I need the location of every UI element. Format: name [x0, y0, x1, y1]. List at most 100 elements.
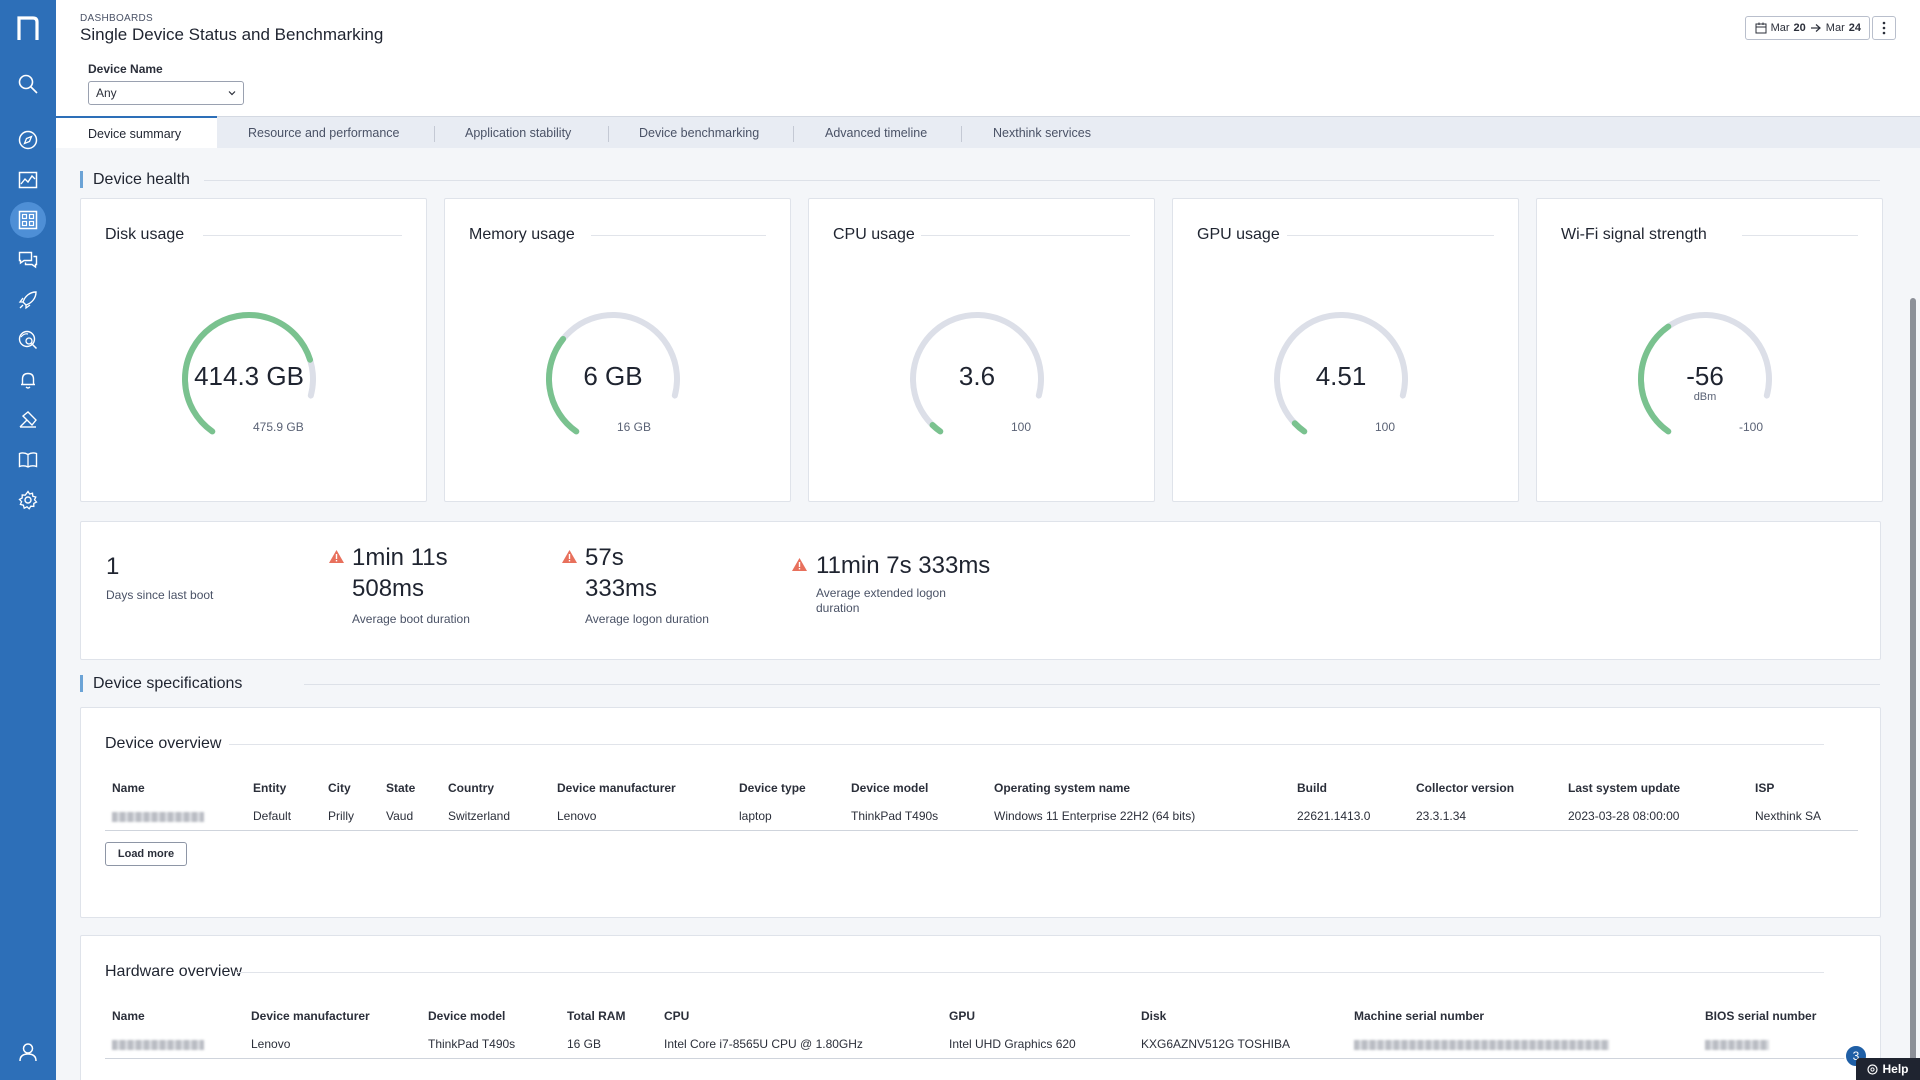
- gauge-card: GPU usage 4.51 100: [1172, 198, 1519, 502]
- gauge-value: 4.51: [1315, 361, 1367, 391]
- tab-separator: [961, 126, 962, 142]
- column-header[interactable]: BIOS serial number: [1705, 1009, 1817, 1023]
- divider: [229, 744, 1824, 745]
- device-overview-table: Name Entity City State Country Device manufac…: [105, 774, 1858, 831]
- column-header[interactable]: Last system update: [1568, 781, 1681, 795]
- tab-resource-and-performance[interactable]: Resource and performance: [248, 125, 400, 140]
- column-header[interactable]: Machine serial number: [1354, 1009, 1485, 1023]
- gauge-unit: dBm: [1693, 391, 1717, 403]
- gauge-fill: [929, 422, 944, 435]
- more-options-button[interactable]: [1872, 16, 1896, 40]
- table-cell: Intel Core i7-8565U CPU @ 1.80GHz: [657, 1030, 942, 1059]
- table-cell: Default: [246, 802, 321, 831]
- table-cell: 16 GB: [560, 1030, 657, 1059]
- tab-device-benchmarking[interactable]: Device benchmarking: [639, 125, 760, 140]
- search-icon[interactable]: [10, 66, 46, 102]
- device-specifications-heading: Device specifications: [80, 675, 242, 692]
- gauge-value: 6 GB: [583, 361, 643, 391]
- column-header[interactable]: Operating system name: [994, 781, 1131, 795]
- device-name-select[interactable]: Any: [88, 81, 244, 105]
- column-header[interactable]: Total RAM: [567, 1009, 626, 1023]
- column-header[interactable]: City: [328, 781, 351, 795]
- gauge-title: CPU usage: [833, 226, 915, 243]
- column-header[interactable]: ISP: [1755, 781, 1775, 795]
- tab-application-stability[interactable]: Application stability: [465, 125, 572, 140]
- gauge-fill: [546, 335, 580, 435]
- warning-icon: [562, 550, 577, 563]
- column-header[interactable]: Collector version: [1416, 781, 1515, 795]
- column-header[interactable]: Device model: [428, 1009, 506, 1023]
- gear-icon[interactable]: [10, 482, 46, 518]
- column-header[interactable]: Device model: [851, 781, 929, 795]
- column-header[interactable]: CPU: [664, 1009, 690, 1023]
- column-header[interactable]: Entity: [253, 781, 287, 795]
- column-header[interactable]: GPU: [949, 1009, 976, 1023]
- warning-icon: [792, 558, 807, 571]
- book-icon[interactable]: [10, 442, 46, 478]
- gauge-card: Disk usage 414.3 GB 475.9 GB: [80, 198, 427, 502]
- compass-icon[interactable]: [10, 122, 46, 158]
- table-cell: ThinkPad T490s: [421, 1030, 560, 1059]
- column-header[interactable]: Device manufacturer: [251, 1009, 370, 1023]
- tab-advanced-timeline[interactable]: Advanced timeline: [825, 125, 928, 140]
- table-cell: [1698, 1030, 1858, 1059]
- remote-action-icon[interactable]: [10, 402, 46, 438]
- device-health-heading: Device health: [80, 171, 190, 188]
- divider: [1287, 235, 1494, 236]
- column-header[interactable]: Device manufacturer: [557, 781, 676, 795]
- date-to-day: 24: [1848, 22, 1861, 34]
- hardware-overview-title: Hardware overview: [105, 963, 242, 980]
- redacted-value: [1354, 1039, 1609, 1050]
- divider: [204, 180, 1880, 181]
- gauge-fill: [1638, 323, 1672, 435]
- help-label: Help: [1882, 1062, 1909, 1076]
- column-header[interactable]: Device type: [739, 781, 806, 795]
- column-header[interactable]: Disk: [1141, 1009, 1167, 1023]
- vertical-scrollbar[interactable]: [1910, 298, 1916, 1080]
- avg-logon-duration-label: Average logon duration: [585, 612, 709, 626]
- gauge-card: CPU usage 3.6 100: [808, 198, 1155, 502]
- table-cell: Lenovo: [244, 1030, 421, 1059]
- avg-logon-duration-value-line2: 333ms: [585, 575, 658, 602]
- header: DASHBOARDS Single Device Status and Benc…: [56, 0, 1920, 116]
- avg-boot-duration-value-line1: 1min 11s: [352, 544, 448, 571]
- dashboard-icon[interactable]: [10, 202, 46, 238]
- main-content[interactable]: Device health Disk usage 414.3 GB 475.9 GB…: [56, 148, 1920, 1080]
- hardware-overview-card: Hardware overview Name Device manufacture…: [80, 935, 1881, 1080]
- device-name-select-value: Any: [96, 86, 117, 100]
- table-row[interactable]: Lenovo ThinkPad T490s 16 GB Intel Core i7-8…: [105, 1030, 1858, 1059]
- chat-icon[interactable]: [10, 242, 46, 278]
- table-row[interactable]: Default Prilly Vaud Switzerland Lenovo laptop…: [105, 802, 1858, 831]
- tab-device-summary[interactable]: Device summary: [56, 116, 217, 149]
- breadcrumb[interactable]: DASHBOARDS: [80, 13, 154, 24]
- nexthink-logo[interactable]: [16, 14, 40, 42]
- column-header[interactable]: State: [386, 781, 416, 795]
- help-button[interactable]: Help: [1856, 1058, 1920, 1080]
- column-header[interactable]: Name: [112, 781, 145, 795]
- divider: [304, 684, 1880, 685]
- table-header-row: Name Entity City State Country Device manufac…: [105, 774, 1858, 802]
- rocket-icon[interactable]: [10, 282, 46, 318]
- date-range-picker[interactable]: Mar 20 Mar 24: [1744, 16, 1870, 40]
- tab-nexthink-services[interactable]: Nexthink services: [993, 125, 1091, 140]
- column-header[interactable]: Build: [1297, 781, 1327, 795]
- user-icon[interactable]: [10, 1034, 46, 1070]
- gauge-chart: [1638, 312, 1772, 435]
- load-more-button[interactable]: Load more: [105, 842, 187, 866]
- table-cell: Nexthink SA: [1748, 802, 1858, 831]
- gauge-value: -56: [1686, 361, 1724, 391]
- tab-bar: Device summary Resource and performance …: [56, 116, 1920, 149]
- avg-boot-duration-value-line2: 508ms: [352, 575, 425, 602]
- chart-icon[interactable]: [10, 162, 46, 198]
- gauge-chart: [910, 312, 1044, 435]
- column-header[interactable]: Name: [112, 1009, 145, 1023]
- investigate-icon[interactable]: [10, 322, 46, 358]
- avg-extended-logon-duration-value: 11min 7s 333ms: [816, 552, 991, 579]
- divider: [921, 235, 1130, 236]
- table-cell: Windows 11 Enterprise 22H2 (64 bits): [987, 802, 1290, 831]
- gauge-track: [910, 312, 1044, 435]
- column-header[interactable]: Country: [448, 781, 494, 795]
- bell-icon[interactable]: [10, 362, 46, 398]
- gauge-max-label: 475.9 GB: [253, 420, 304, 434]
- table-cell: Lenovo: [550, 802, 732, 831]
